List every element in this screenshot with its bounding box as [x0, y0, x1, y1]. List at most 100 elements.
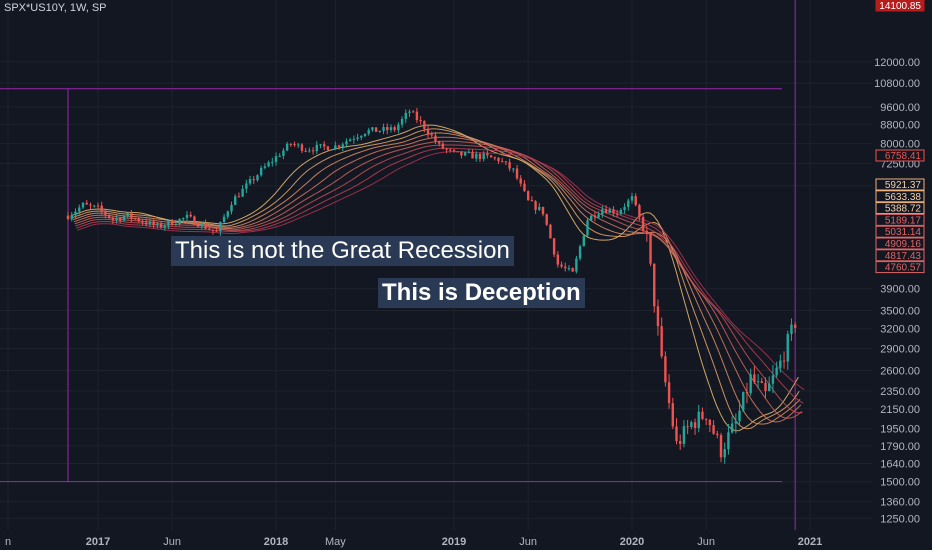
candle-body	[404, 112, 407, 119]
candle-body	[742, 391, 745, 411]
candle-body	[419, 120, 422, 122]
candle-body	[434, 135, 437, 142]
price-label-box	[875, 213, 925, 226]
candle-body	[593, 215, 597, 218]
candle-body	[141, 221, 144, 223]
candle-body	[556, 254, 560, 265]
candle-body	[790, 324, 793, 335]
candle-body	[701, 411, 704, 419]
price-label-box	[875, 225, 925, 238]
candle-body	[137, 218, 140, 222]
candle-body	[771, 375, 775, 384]
candle-body	[779, 360, 782, 368]
candle-body	[215, 230, 218, 232]
candle-body	[512, 168, 515, 170]
candle-body	[259, 167, 263, 176]
candle-body	[363, 133, 367, 136]
candle-body	[460, 151, 463, 156]
candle-body	[234, 196, 237, 205]
candle-body	[545, 214, 548, 225]
price-label-text: 4817.43	[885, 251, 922, 262]
price-label-box	[875, 249, 925, 262]
candle-body	[200, 223, 204, 227]
candle-body	[501, 161, 504, 163]
candle-body	[204, 223, 207, 229]
candle-body	[738, 410, 741, 422]
candle-body	[571, 268, 574, 272]
candle-body	[697, 411, 700, 428]
candle-body	[111, 217, 115, 220]
time-axis[interactable]: n 2017 Jun 2018 May 2019 Jun 2020 Jun 2021	[0, 530, 932, 550]
price-tick-label: 8800.00	[880, 119, 920, 131]
candle-body	[374, 127, 378, 132]
candle-body	[619, 209, 623, 214]
candlestick-series	[66, 107, 797, 464]
candle-body	[656, 306, 660, 327]
candle-body	[293, 144, 296, 146]
candle-body	[208, 228, 211, 230]
price-label-box	[875, 202, 925, 215]
candle-body	[185, 214, 189, 218]
price-axis-bg	[872, 0, 932, 550]
candle-body	[456, 151, 459, 153]
candle-body	[393, 127, 396, 131]
candle-body	[649, 232, 652, 264]
candle-body	[578, 246, 582, 259]
price-tick-label: 7250.00	[880, 159, 920, 171]
candle-body	[704, 418, 708, 420]
candle-body	[667, 382, 671, 404]
time-tick-label: 2017	[86, 536, 110, 548]
candle-body	[167, 220, 170, 226]
candle-body	[597, 214, 600, 218]
candle-body	[601, 209, 604, 215]
candle-body	[782, 360, 786, 362]
time-tick-label: 2020	[620, 536, 644, 548]
candle-body	[475, 153, 478, 159]
price-tick-label: 3200.00	[880, 324, 920, 336]
price-label-text: 5633.38	[885, 192, 922, 203]
candle-body	[348, 139, 352, 142]
candle-body	[645, 230, 649, 233]
candle-body	[319, 144, 322, 146]
candle-body	[671, 403, 674, 427]
candle-body	[163, 225, 166, 228]
time-tick-label: May	[325, 536, 346, 548]
candle-body	[222, 216, 226, 223]
candle-body	[530, 200, 534, 202]
candle-body	[252, 179, 255, 181]
ma-line	[76, 147, 804, 404]
candle-body	[708, 419, 712, 426]
candle-body	[330, 149, 333, 151]
candle-body	[345, 141, 348, 145]
time-tick-label: Jun	[697, 536, 715, 548]
candle-body	[256, 175, 259, 181]
ma-line	[71, 124, 799, 432]
candle-body	[285, 143, 289, 151]
candle-body	[104, 210, 107, 215]
candle-body	[504, 161, 508, 163]
candle-body	[122, 216, 126, 221]
candle-body	[152, 221, 155, 226]
price-tick-label: 2350.00	[880, 386, 920, 398]
candle-body	[760, 381, 763, 383]
candle-body	[311, 150, 315, 152]
candle-body	[367, 130, 370, 134]
candle-body	[371, 127, 374, 131]
annotation-great-recession: This is not the Great Recession	[171, 236, 514, 266]
candle-body	[604, 209, 608, 213]
price-tick-label: 1790.00	[880, 441, 920, 453]
candle-body	[552, 238, 556, 255]
candle-body	[156, 223, 159, 226]
candle-body	[549, 224, 552, 239]
candle-body	[467, 152, 471, 154]
candle-body	[493, 157, 496, 159]
candle-body	[230, 204, 233, 212]
price-label-box	[875, 190, 925, 203]
price-axis[interactable]: 1250.00 1360.00 1500.00 1640.00 1790.00 1950.…	[872, 0, 932, 550]
candle-body	[304, 150, 307, 152]
candle-body	[756, 381, 760, 383]
candle-body	[445, 148, 448, 150]
time-tick-label: 2021	[798, 536, 822, 548]
candle-body	[560, 264, 563, 267]
